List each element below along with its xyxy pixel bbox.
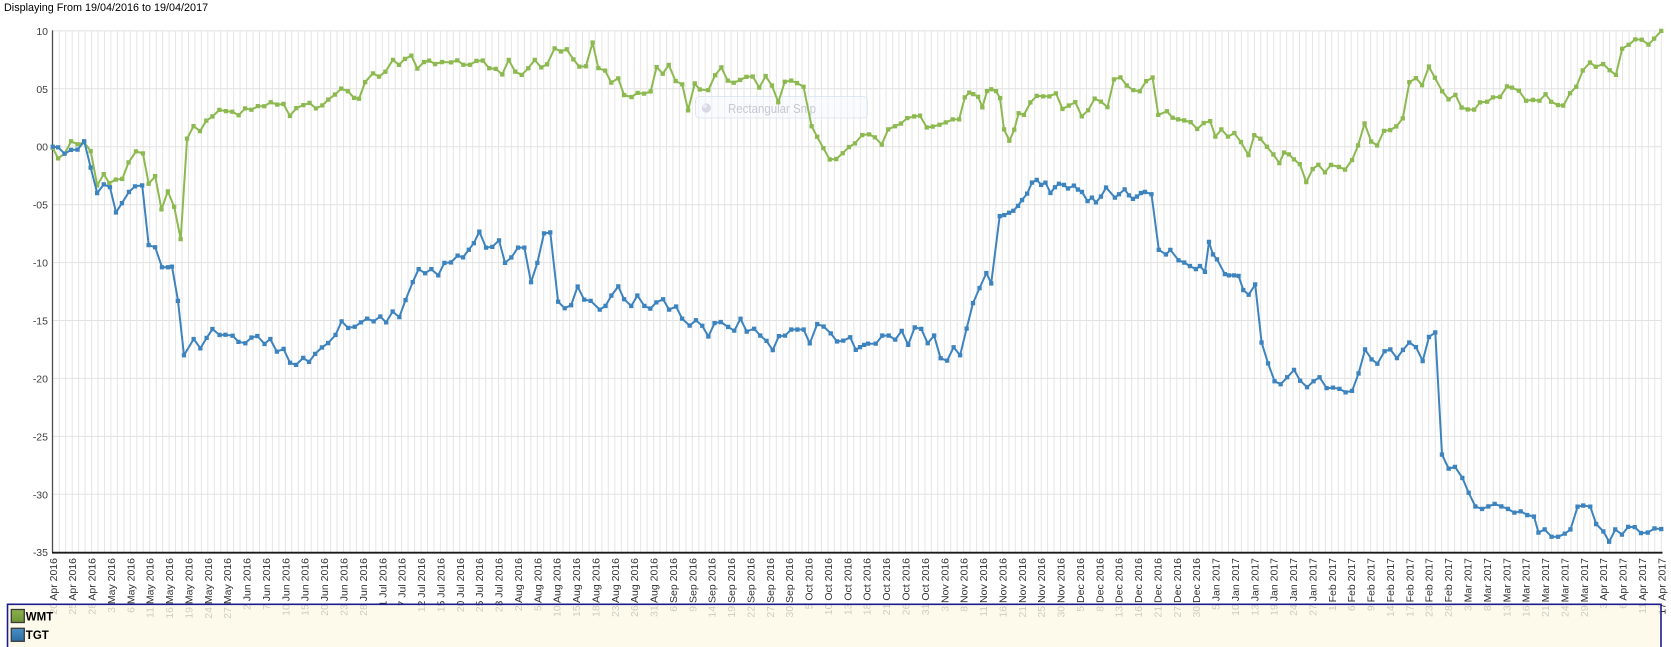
svg-text:9 Sep 2016: 9 Sep 2016 — [687, 558, 699, 612]
svg-text:27 Jan 2017: 27 Jan 2017 — [1308, 558, 1320, 616]
svg-text:-05: -05 — [33, 200, 48, 212]
svg-text:28 Feb 2017: 28 Feb 2017 — [1443, 558, 1455, 617]
svg-text:21 Nov 2016: 21 Nov 2016 — [1017, 558, 1029, 618]
svg-text:6 Sep 2016: 6 Sep 2016 — [668, 558, 680, 612]
svg-text:18 Oct 2016: 18 Oct 2016 — [862, 558, 874, 615]
svg-text:25 Nov 2016: 25 Nov 2016 — [1036, 558, 1048, 618]
svg-text:1 Jul 2016: 1 Jul 2016 — [377, 558, 389, 607]
svg-text:26 Oct 2016: 26 Oct 2016 — [901, 558, 913, 615]
svg-text:00: 00 — [36, 142, 48, 154]
svg-text:20 Jul 2016: 20 Jul 2016 — [455, 558, 467, 612]
svg-text:13 Oct 2016: 13 Oct 2016 — [842, 558, 854, 615]
svg-text:-20: -20 — [33, 373, 48, 385]
svg-text:5 Oct 2016: 5 Oct 2016 — [804, 558, 816, 610]
svg-text:29 Mar 2017: 29 Mar 2017 — [1579, 558, 1591, 617]
svg-text:24 Mar 2017: 24 Mar 2017 — [1559, 558, 1571, 617]
svg-text:21 Dec 2016: 21 Dec 2016 — [1152, 558, 1164, 618]
svg-text:7 Jul 2016: 7 Jul 2016 — [397, 558, 409, 607]
svg-text:6 May 2016: 6 May 2016 — [125, 558, 137, 613]
svg-text:13 Mar 2017: 13 Mar 2017 — [1501, 558, 1513, 617]
svg-text:7 Jun 2016: 7 Jun 2016 — [261, 558, 273, 610]
svg-text:-35: -35 — [33, 547, 48, 559]
svg-text:8 Mar 2017: 8 Mar 2017 — [1482, 558, 1494, 611]
svg-text:10 Oct 2016: 10 Oct 2016 — [823, 558, 835, 615]
svg-text:30 Nov 2016: 30 Nov 2016 — [1056, 558, 1068, 618]
svg-text:22 Sep 2016: 22 Sep 2016 — [746, 558, 758, 618]
svg-text:-15: -15 — [33, 316, 48, 328]
svg-text:21 Mar 2017: 21 Mar 2017 — [1540, 558, 1552, 617]
svg-text:16 Dec 2016: 16 Dec 2016 — [1133, 558, 1145, 618]
svg-text:17 Apr 2017: 17 Apr 2017 — [1656, 558, 1668, 615]
svg-text:-25: -25 — [33, 431, 48, 443]
svg-text:8 Dec 2016: 8 Dec 2016 — [1094, 558, 1106, 612]
svg-text:3 May 2016: 3 May 2016 — [106, 558, 118, 613]
svg-text:15 Jun 2016: 15 Jun 2016 — [300, 558, 312, 616]
svg-text:31 Aug 2016: 31 Aug 2016 — [649, 558, 661, 617]
svg-text:20 Jun 2016: 20 Jun 2016 — [319, 558, 331, 616]
svg-text:19 Sep 2016: 19 Sep 2016 — [726, 558, 738, 618]
svg-text:23 Aug 2016: 23 Aug 2016 — [610, 558, 622, 617]
svg-text:19 Jan 2017: 19 Jan 2017 — [1269, 558, 1281, 616]
svg-text:WMT: WMT — [26, 611, 53, 623]
svg-text:5 Aug 2016: 5 Aug 2016 — [532, 558, 544, 611]
svg-text:15 Jul 2016: 15 Jul 2016 — [435, 558, 447, 612]
svg-text:13 Dec 2016: 13 Dec 2016 — [1114, 558, 1126, 618]
svg-text:28 Jul 2016: 28 Jul 2016 — [494, 558, 506, 612]
svg-text:27 Dec 2016: 27 Dec 2016 — [1172, 558, 1184, 618]
svg-text:18 Aug 2016: 18 Aug 2016 — [590, 558, 602, 617]
svg-text:3 Nov 2016: 3 Nov 2016 — [939, 558, 951, 612]
svg-text:10 Jun 2016: 10 Jun 2016 — [280, 558, 292, 616]
svg-text:-30: -30 — [33, 489, 48, 501]
svg-text:12 Jul 2016: 12 Jul 2016 — [416, 558, 428, 612]
svg-text:14 Feb 2017: 14 Feb 2017 — [1385, 558, 1397, 617]
svg-text:11 May 2016: 11 May 2016 — [145, 558, 157, 618]
svg-text:23 Jun 2016: 23 Jun 2016 — [339, 558, 351, 616]
svg-text:16 Nov 2016: 16 Nov 2016 — [997, 558, 1009, 618]
svg-text:25 Jul 2016: 25 Jul 2016 — [474, 558, 486, 612]
svg-text:15 Aug 2016: 15 Aug 2016 — [571, 558, 583, 617]
svg-text:26 Aug 2016: 26 Aug 2016 — [629, 558, 641, 617]
svg-text:3 Apr 2017: 3 Apr 2017 — [1598, 558, 1610, 609]
svg-text:3 Mar 2017: 3 Mar 2017 — [1463, 558, 1475, 611]
svg-text:24 Jan 2017: 24 Jan 2017 — [1288, 558, 1300, 616]
svg-text:20 Apr 2016: 20 Apr 2016 — [48, 558, 60, 615]
svg-text:TGT: TGT — [26, 630, 49, 642]
svg-text:Rectangular Snip: Rectangular Snip — [728, 102, 816, 116]
svg-text:16 Mar 2017: 16 Mar 2017 — [1521, 558, 1533, 617]
svg-text:6 Apr 2017: 6 Apr 2017 — [1618, 558, 1630, 609]
svg-text:31 Oct 2016: 31 Oct 2016 — [920, 558, 932, 615]
svg-text:21 Oct 2016: 21 Oct 2016 — [881, 558, 893, 615]
svg-text:13 Jan 2017: 13 Jan 2017 — [1249, 558, 1261, 616]
svg-text:17 Feb 2017: 17 Feb 2017 — [1404, 558, 1416, 617]
svg-text:28 Jun 2016: 28 Jun 2016 — [358, 558, 370, 616]
svg-text:27 Sep 2016: 27 Sep 2016 — [765, 558, 777, 618]
svg-text:11 Nov 2016: 11 Nov 2016 — [978, 558, 990, 617]
svg-text:8 Nov 2016: 8 Nov 2016 — [959, 558, 971, 612]
svg-text:14 Sep 2016: 14 Sep 2016 — [707, 558, 719, 618]
svg-text:30 Sep 2016: 30 Sep 2016 — [784, 558, 796, 618]
svg-text:-10: -10 — [33, 258, 48, 270]
svg-text:10 Jan 2017: 10 Jan 2017 — [1230, 558, 1242, 616]
svg-text:9 Feb 2017: 9 Feb 2017 — [1366, 558, 1378, 611]
svg-text:11 Apr 2017: 11 Apr 2017 — [1637, 558, 1649, 614]
svg-text:30 Dec 2016: 30 Dec 2016 — [1191, 558, 1203, 618]
svg-text:05: 05 — [36, 84, 48, 96]
svg-text:1 Feb 2017: 1 Feb 2017 — [1327, 558, 1339, 611]
svg-text:10: 10 — [36, 26, 48, 38]
svg-text:5 Jan 2017: 5 Jan 2017 — [1211, 558, 1223, 610]
svg-text:25 Apr 2016: 25 Apr 2016 — [67, 558, 79, 615]
svg-text:28 Apr 2016: 28 Apr 2016 — [87, 558, 99, 615]
svg-text:5 Dec 2016: 5 Dec 2016 — [1075, 558, 1087, 612]
svg-text:2 Jun 2016: 2 Jun 2016 — [242, 558, 254, 610]
svg-text:10 Aug 2016: 10 Aug 2016 — [552, 558, 564, 617]
svg-text:23 Feb 2017: 23 Feb 2017 — [1424, 558, 1436, 617]
svg-text:2 Aug 2016: 2 Aug 2016 — [513, 558, 525, 611]
svg-text:6 Feb 2017: 6 Feb 2017 — [1346, 558, 1358, 611]
